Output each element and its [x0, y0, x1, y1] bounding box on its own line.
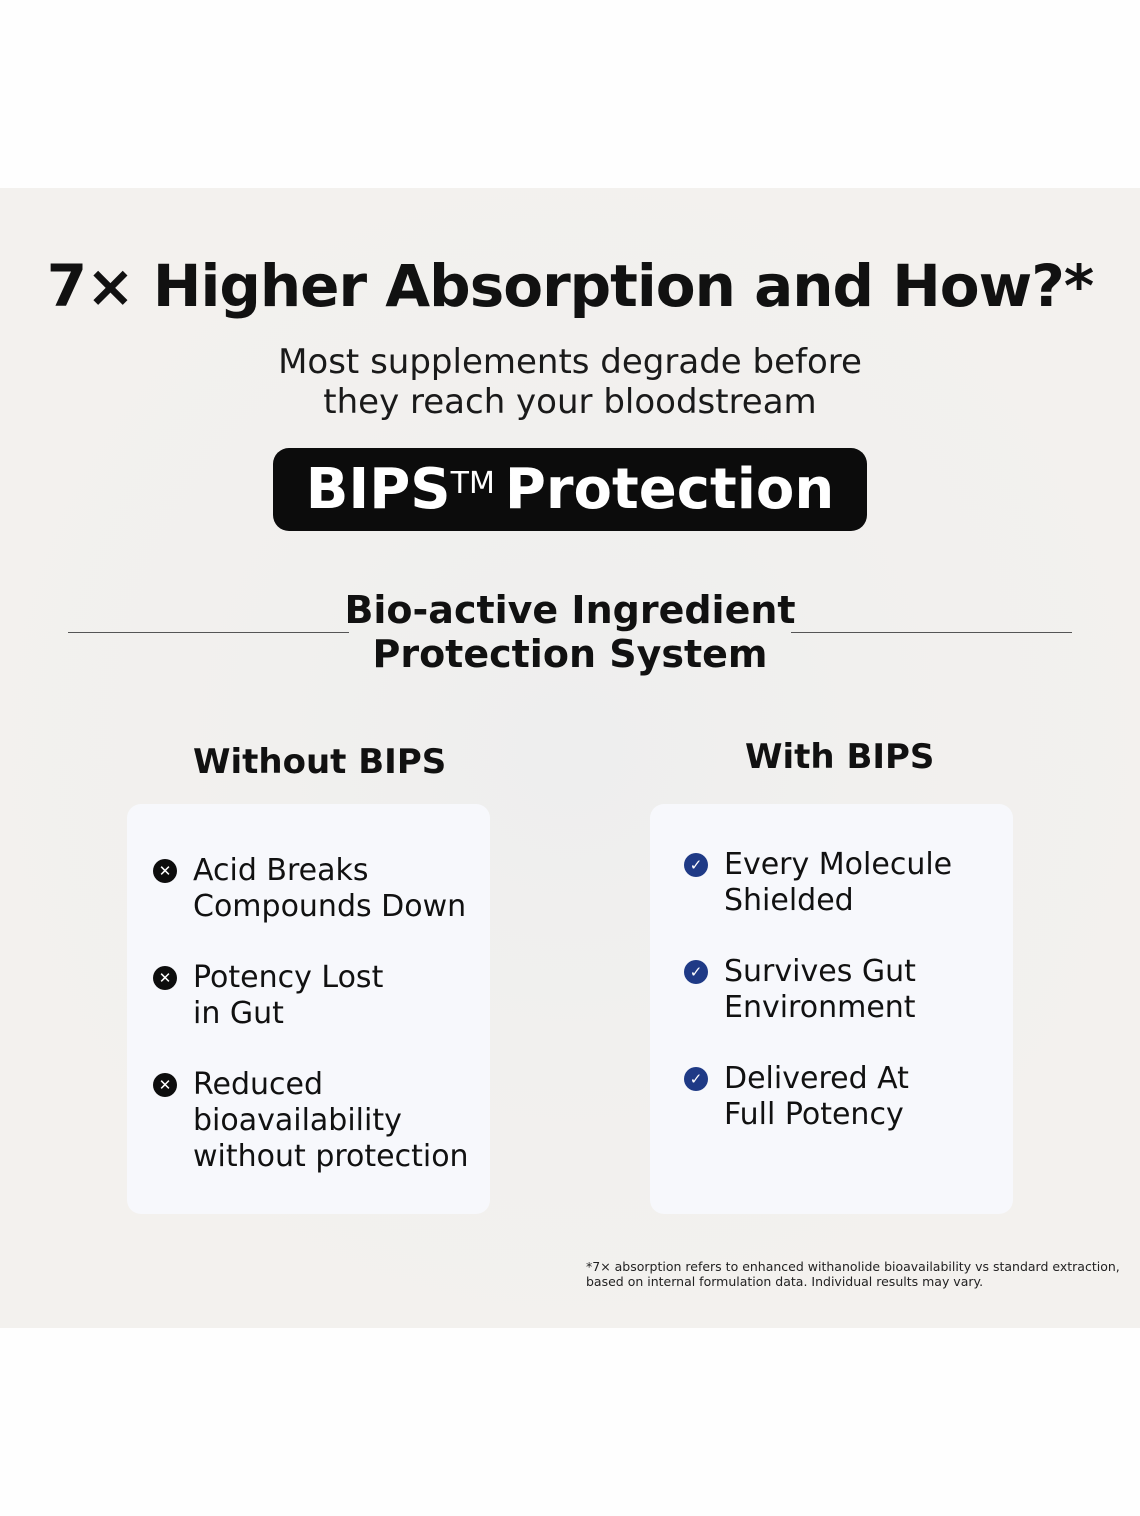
item-line: Environment — [724, 990, 916, 1025]
item-line: Potency Lost — [193, 960, 384, 995]
footnote-line: based on internal formulation data. Indi… — [586, 1274, 984, 1289]
check-circle-icon: ✓ — [684, 1067, 708, 1091]
item-text: Reduced bioavailability without protection — [193, 1067, 469, 1175]
divider-left — [68, 632, 349, 633]
without-card — [127, 804, 490, 1214]
without-list-item: ✕ Reduced bioavailability without protectio… — [153, 1067, 469, 1175]
item-line: Survives Gut — [724, 954, 916, 989]
footnote: *7× absorption refers to enhanced withan… — [586, 1259, 1120, 1289]
with-list-item: ✓ Survives Gut Environment — [684, 954, 916, 1026]
item-line: Every Molecule — [724, 847, 953, 882]
without-heading: Without BIPS — [193, 742, 447, 782]
item-line: in Gut — [193, 996, 284, 1031]
item-line: Reduced — [193, 1067, 324, 1102]
x-circle-icon: ✕ — [153, 966, 177, 990]
with-card — [650, 804, 1013, 1214]
check-circle-icon: ✓ — [684, 960, 708, 984]
system-heading: Bio-active Ingredient Protection System — [0, 588, 1140, 676]
item-line: Full Potency — [724, 1097, 904, 1132]
subtitle-line: Most supplements degrade before — [278, 342, 862, 382]
system-line: Bio-active Ingredient — [344, 588, 796, 632]
item-line: bioavailability — [193, 1103, 402, 1138]
item-line: Acid Breaks — [193, 853, 369, 888]
item-text: Survives Gut Environment — [724, 954, 916, 1026]
item-line: Delivered At — [724, 1061, 909, 1096]
x-circle-icon: ✕ — [153, 1073, 177, 1097]
check-circle-icon: ✓ — [684, 853, 708, 877]
bips-protection-badge: BIPS TM Protection — [273, 448, 867, 531]
subtitle: Most supplements degrade before they rea… — [0, 342, 1140, 422]
divider-right — [791, 632, 1072, 633]
item-line: Shielded — [724, 883, 854, 918]
with-list-item: ✓ Delivered At Full Potency — [684, 1061, 909, 1133]
item-line: Compounds Down — [193, 889, 467, 924]
system-line: Protection System — [372, 632, 768, 676]
item-text: Acid Breaks Compounds Down — [193, 853, 466, 925]
subtitle-line: they reach your bloodstream — [323, 382, 817, 422]
with-list-item: ✓ Every Molecule Shielded — [684, 847, 952, 919]
item-text: Delivered At Full Potency — [724, 1061, 909, 1133]
badge-name: BIPS — [305, 457, 451, 522]
item-line: without protection — [193, 1139, 469, 1174]
item-text: Every Molecule Shielded — [724, 847, 952, 919]
x-circle-icon: ✕ — [153, 859, 177, 883]
without-list-item: ✕ Acid Breaks Compounds Down — [153, 853, 466, 925]
with-heading: With BIPS — [745, 737, 935, 777]
page-title: 7× Higher Absorption and How?* — [46, 252, 1094, 320]
badge-text: Protection — [504, 457, 835, 522]
item-text: Potency Lost in Gut — [193, 960, 383, 1032]
trademark: TM — [450, 466, 495, 501]
footnote-line: *7× absorption refers to enhanced withan… — [586, 1259, 1120, 1274]
without-list-item: ✕ Potency Lost in Gut — [153, 960, 383, 1032]
